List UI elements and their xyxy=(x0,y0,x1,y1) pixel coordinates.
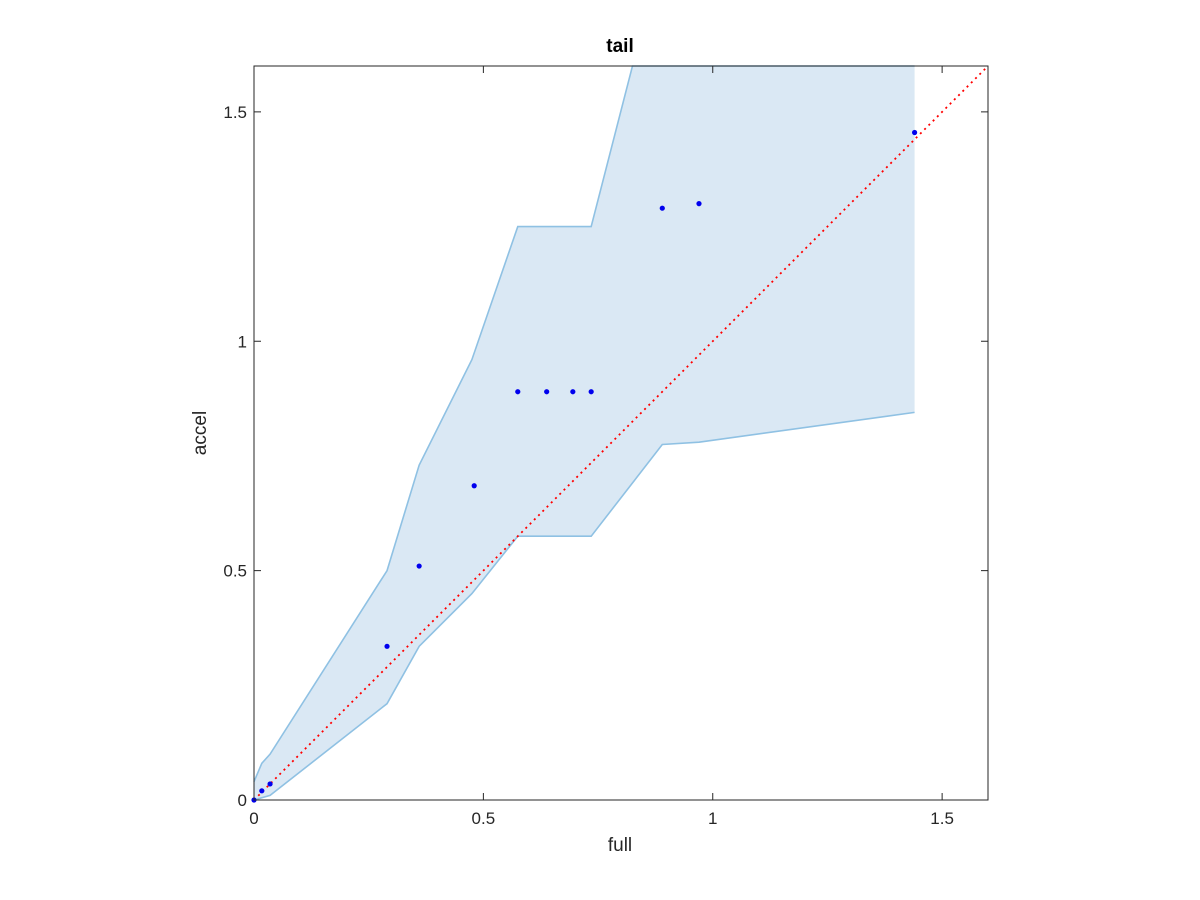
x-tick-label: 1 xyxy=(708,809,717,828)
data-point xyxy=(659,205,665,211)
data-point xyxy=(471,483,477,489)
y-tick-label: 0 xyxy=(238,791,247,810)
x-tick-label: 0.5 xyxy=(472,809,496,828)
x-tick-labels: 0 0.5 1 1.5 xyxy=(249,809,954,828)
data-point xyxy=(912,129,918,136)
y-tick-label: 0.5 xyxy=(223,562,247,581)
data-point xyxy=(267,781,273,787)
axis-ticks xyxy=(253,66,988,801)
data-point xyxy=(515,389,521,395)
confidence-band xyxy=(253,65,915,801)
data-point xyxy=(259,788,265,794)
y-axis-label: accel xyxy=(190,411,211,455)
identity-line xyxy=(253,65,989,801)
x-tick-label: 1.5 xyxy=(930,809,954,828)
data-point xyxy=(384,643,390,649)
plot-box xyxy=(253,65,989,801)
scatter-points xyxy=(251,129,918,803)
data-point xyxy=(416,563,422,569)
band-upper-edge xyxy=(253,65,915,782)
y-tick-labels: 0 0.5 1 1.5 xyxy=(223,103,247,810)
y-tick-label: 1.5 xyxy=(223,103,247,122)
band-lower-edge xyxy=(253,411,915,801)
data-point xyxy=(696,201,702,207)
x-tick-label: 0 xyxy=(249,809,258,828)
data-point xyxy=(544,389,550,395)
y-tick-label: 1 xyxy=(238,332,247,351)
data-point xyxy=(588,389,594,395)
chart-title: tail xyxy=(606,36,633,57)
reference-line xyxy=(253,65,989,801)
data-point xyxy=(570,389,576,395)
band-fill xyxy=(254,66,915,800)
x-axis-label: full xyxy=(608,835,632,856)
